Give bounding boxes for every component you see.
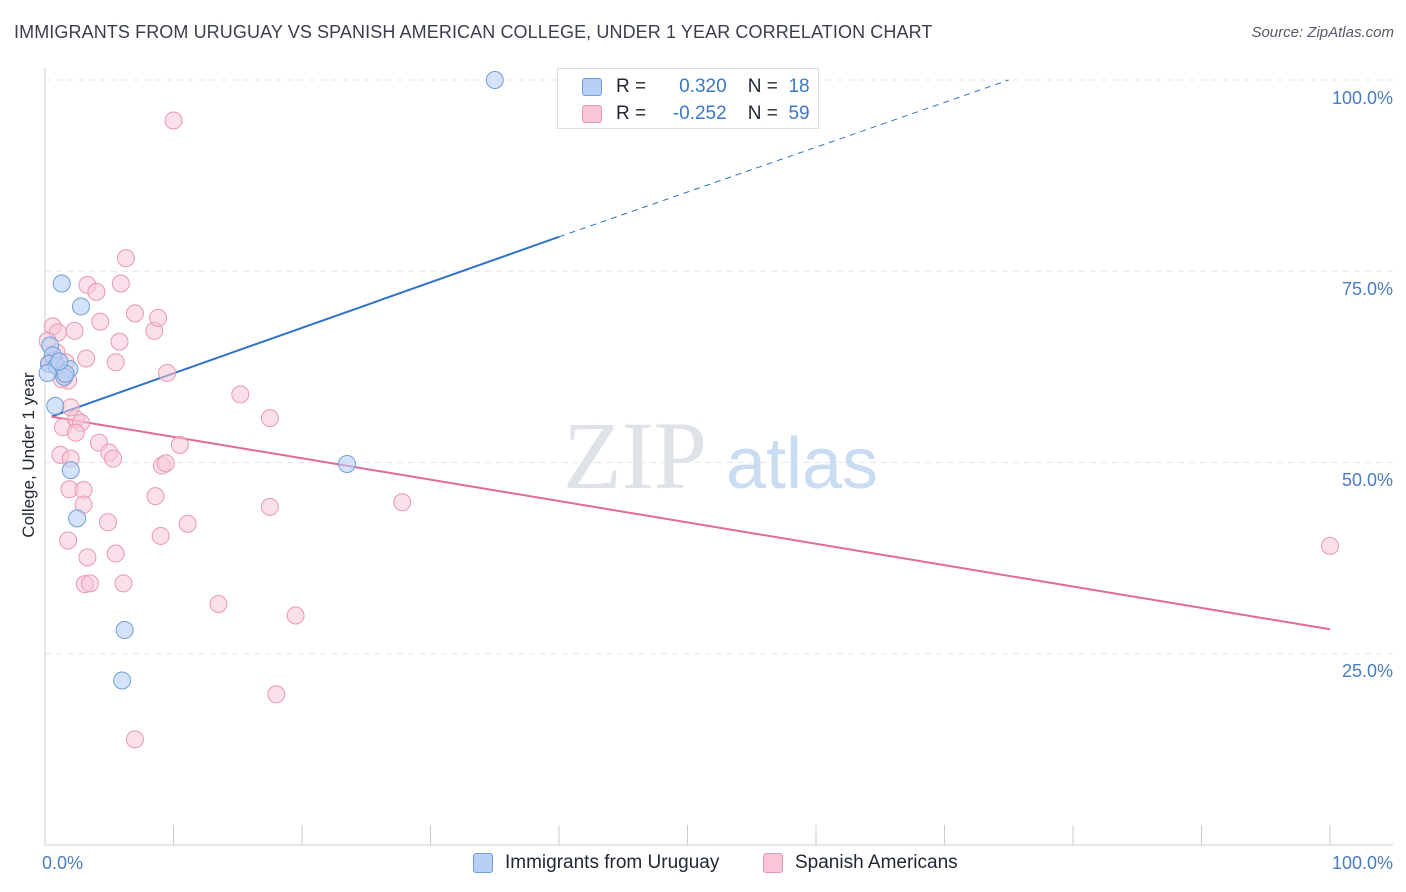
source-credit: Source: ZipAtlas.com [1251, 24, 1394, 41]
x-tick-label-max: 100.0% [1332, 853, 1393, 873]
legend-swatch-pink [582, 105, 602, 123]
gridlines [45, 79, 1393, 655]
watermark-atlas: atlas [726, 424, 878, 504]
data-point-spanish-americans [149, 308, 168, 327]
data-point-spanish-americans [80, 574, 99, 593]
data-point-spanish-americans [164, 111, 183, 130]
watermark: ZIP atlas [563, 402, 878, 509]
y-tick-label-50: 50.0% [1342, 470, 1393, 490]
data-point-immigrants-from-uruguay [337, 455, 356, 474]
legend-n-label: N = [747, 103, 778, 124]
data-point-spanish-americans [125, 304, 144, 323]
stats-legend: R = 0.320 N = 18 R = -0.252 N = 59 [557, 68, 819, 129]
data-point-spanish-americans [116, 249, 135, 268]
data-point-spanish-americans [125, 730, 144, 749]
data-point-immigrants-from-uruguay [46, 396, 65, 415]
trendline-immigrants-from-uruguay-extension [558, 79, 1009, 238]
data-point-immigrants-from-uruguay [115, 621, 134, 640]
data-point-immigrants-from-uruguay [50, 352, 69, 371]
chart-title: IMMIGRANTS FROM URUGUAY VS SPANISH AMERI… [14, 22, 933, 42]
legend-label-pink: Spanish Americans [795, 852, 958, 873]
legend-swatch-pink [763, 853, 783, 873]
data-point-spanish-americans [106, 544, 125, 563]
data-point-spanish-americans [87, 282, 106, 301]
data-point-spanish-americans [209, 595, 228, 614]
data-point-spanish-americans [178, 514, 197, 533]
data-point-spanish-americans [151, 526, 170, 545]
data-point-spanish-americans [111, 274, 130, 293]
data-point-spanish-americans [77, 349, 96, 368]
legend-r-value-pink: -0.252 [672, 103, 727, 124]
data-point-spanish-americans [260, 497, 279, 516]
x-tick-label-min: 0.0% [42, 853, 83, 873]
data-point-immigrants-from-uruguay [71, 297, 90, 316]
y-tick-label-25: 25.0% [1342, 661, 1393, 681]
y-tick-label-100: 100.0% [1332, 88, 1393, 108]
data-point-immigrants-from-uruguay [113, 671, 132, 690]
data-point-spanish-americans [1321, 536, 1339, 555]
legend-n-value-pink: 59 [788, 103, 810, 124]
legend-swatch-blue [473, 853, 493, 873]
legend-swatch-blue [582, 78, 602, 96]
data-point-spanish-americans [158, 363, 177, 382]
data-point-spanish-americans [286, 606, 305, 625]
data-point-immigrants-from-uruguay [38, 363, 57, 382]
legend-label-blue: Immigrants from Uruguay [505, 852, 720, 873]
x-tick-labels: 0.0% 100.0% [42, 853, 1393, 873]
trendline-immigrants-from-uruguay [51, 235, 560, 418]
data-point-spanish-americans [65, 321, 84, 340]
legend-n-label: N = [747, 76, 778, 97]
data-point-spanish-americans [156, 454, 175, 473]
data-point-spanish-americans [146, 487, 165, 506]
data-point-spanish-americans [59, 531, 78, 550]
data-point-spanish-americans [260, 409, 279, 428]
data-point-spanish-americans [104, 449, 123, 468]
y-tick-label-75: 75.0% [1342, 279, 1393, 299]
legend-r-label: R = [616, 103, 647, 124]
y-tick-labels: 25.0% 50.0% 75.0% 100.0% [1332, 88, 1393, 681]
data-point-spanish-americans [267, 685, 286, 704]
data-point-spanish-americans [106, 353, 125, 372]
trendline-spanish-americans [51, 415, 1331, 631]
data-point-immigrants-from-uruguay [485, 71, 504, 89]
data-point-spanish-americans [114, 574, 133, 593]
data-point-immigrants-from-uruguay [52, 274, 71, 293]
watermark-zip: ZIP [563, 402, 707, 509]
legend-r-label: R = [616, 76, 647, 97]
legend-r-value-blue: 0.320 [679, 76, 727, 97]
data-point-spanish-americans [98, 513, 117, 532]
data-point-spanish-americans [91, 312, 110, 331]
data-point-spanish-americans [66, 423, 85, 442]
trendlines [51, 79, 1331, 631]
data-point-spanish-americans [231, 385, 250, 404]
data-point-spanish-americans [393, 493, 412, 512]
data-point-immigrants-from-uruguay [61, 461, 80, 480]
data-point-immigrants-from-uruguay [68, 509, 87, 528]
legend-n-value-blue: 18 [788, 76, 810, 97]
data-point-spanish-americans [110, 332, 129, 351]
y-axis-title: College, Under 1 year [19, 372, 38, 538]
data-point-spanish-americans [170, 435, 189, 454]
data-point-spanish-americans [78, 548, 97, 567]
series-immigrants-from-uruguay [38, 71, 504, 690]
axes [44, 68, 1393, 846]
data-point-spanish-americans [61, 398, 80, 417]
